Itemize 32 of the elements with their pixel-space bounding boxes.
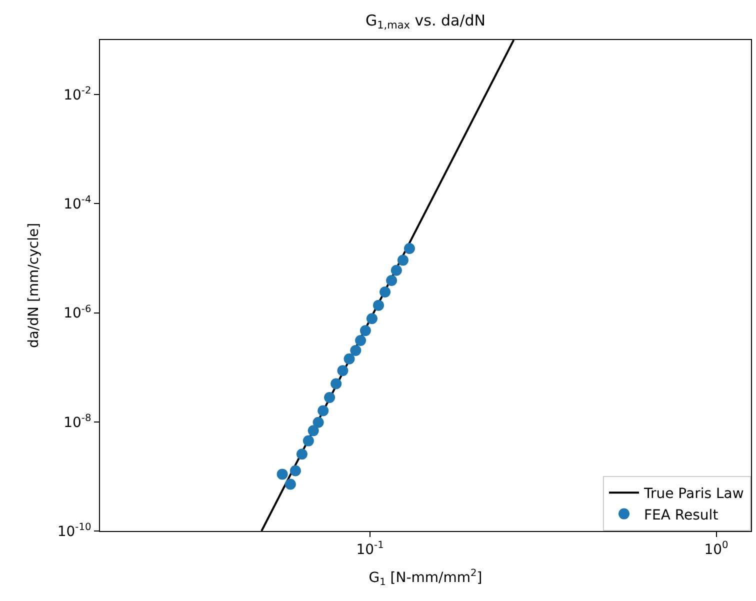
point [308,425,319,436]
chart-title: G$_{1,max}$ vs. da/dN [365,12,486,32]
point [276,468,288,480]
point [324,392,336,403]
point [380,286,391,298]
point [296,448,308,460]
point [366,313,378,324]
legend-label: True Paris Law [643,486,744,502]
legend-label: FEA Result [644,507,719,524]
y-tick-label: 10$^{-6}$ [64,304,92,322]
y-tick-label: 10$^{-4}$ [64,194,92,213]
point [350,344,362,356]
point [404,242,415,254]
y-axis-title: da/dN [mm/cycle] [26,222,42,348]
y-tick-label: 10$^{-8}$ [64,412,92,431]
x-tick-label: 10$^{-1}$ [356,540,384,558]
x-tick-label: 10$^{0}$ [704,540,728,558]
point [386,275,398,286]
point [312,416,324,428]
y-tick-label: 10$^{-10}$ [57,522,92,540]
point [373,300,384,311]
point [355,335,366,346]
point [290,465,301,476]
point [284,478,296,490]
x-axis-title: G$_{1}$ [N-mm/mm$^{2}$] [368,568,482,588]
y-tick-label: 10$^{-2}$ [64,86,92,104]
point [390,264,402,276]
point [397,254,408,266]
point [337,365,348,376]
point [330,378,342,390]
point [344,353,355,364]
point [302,435,314,446]
